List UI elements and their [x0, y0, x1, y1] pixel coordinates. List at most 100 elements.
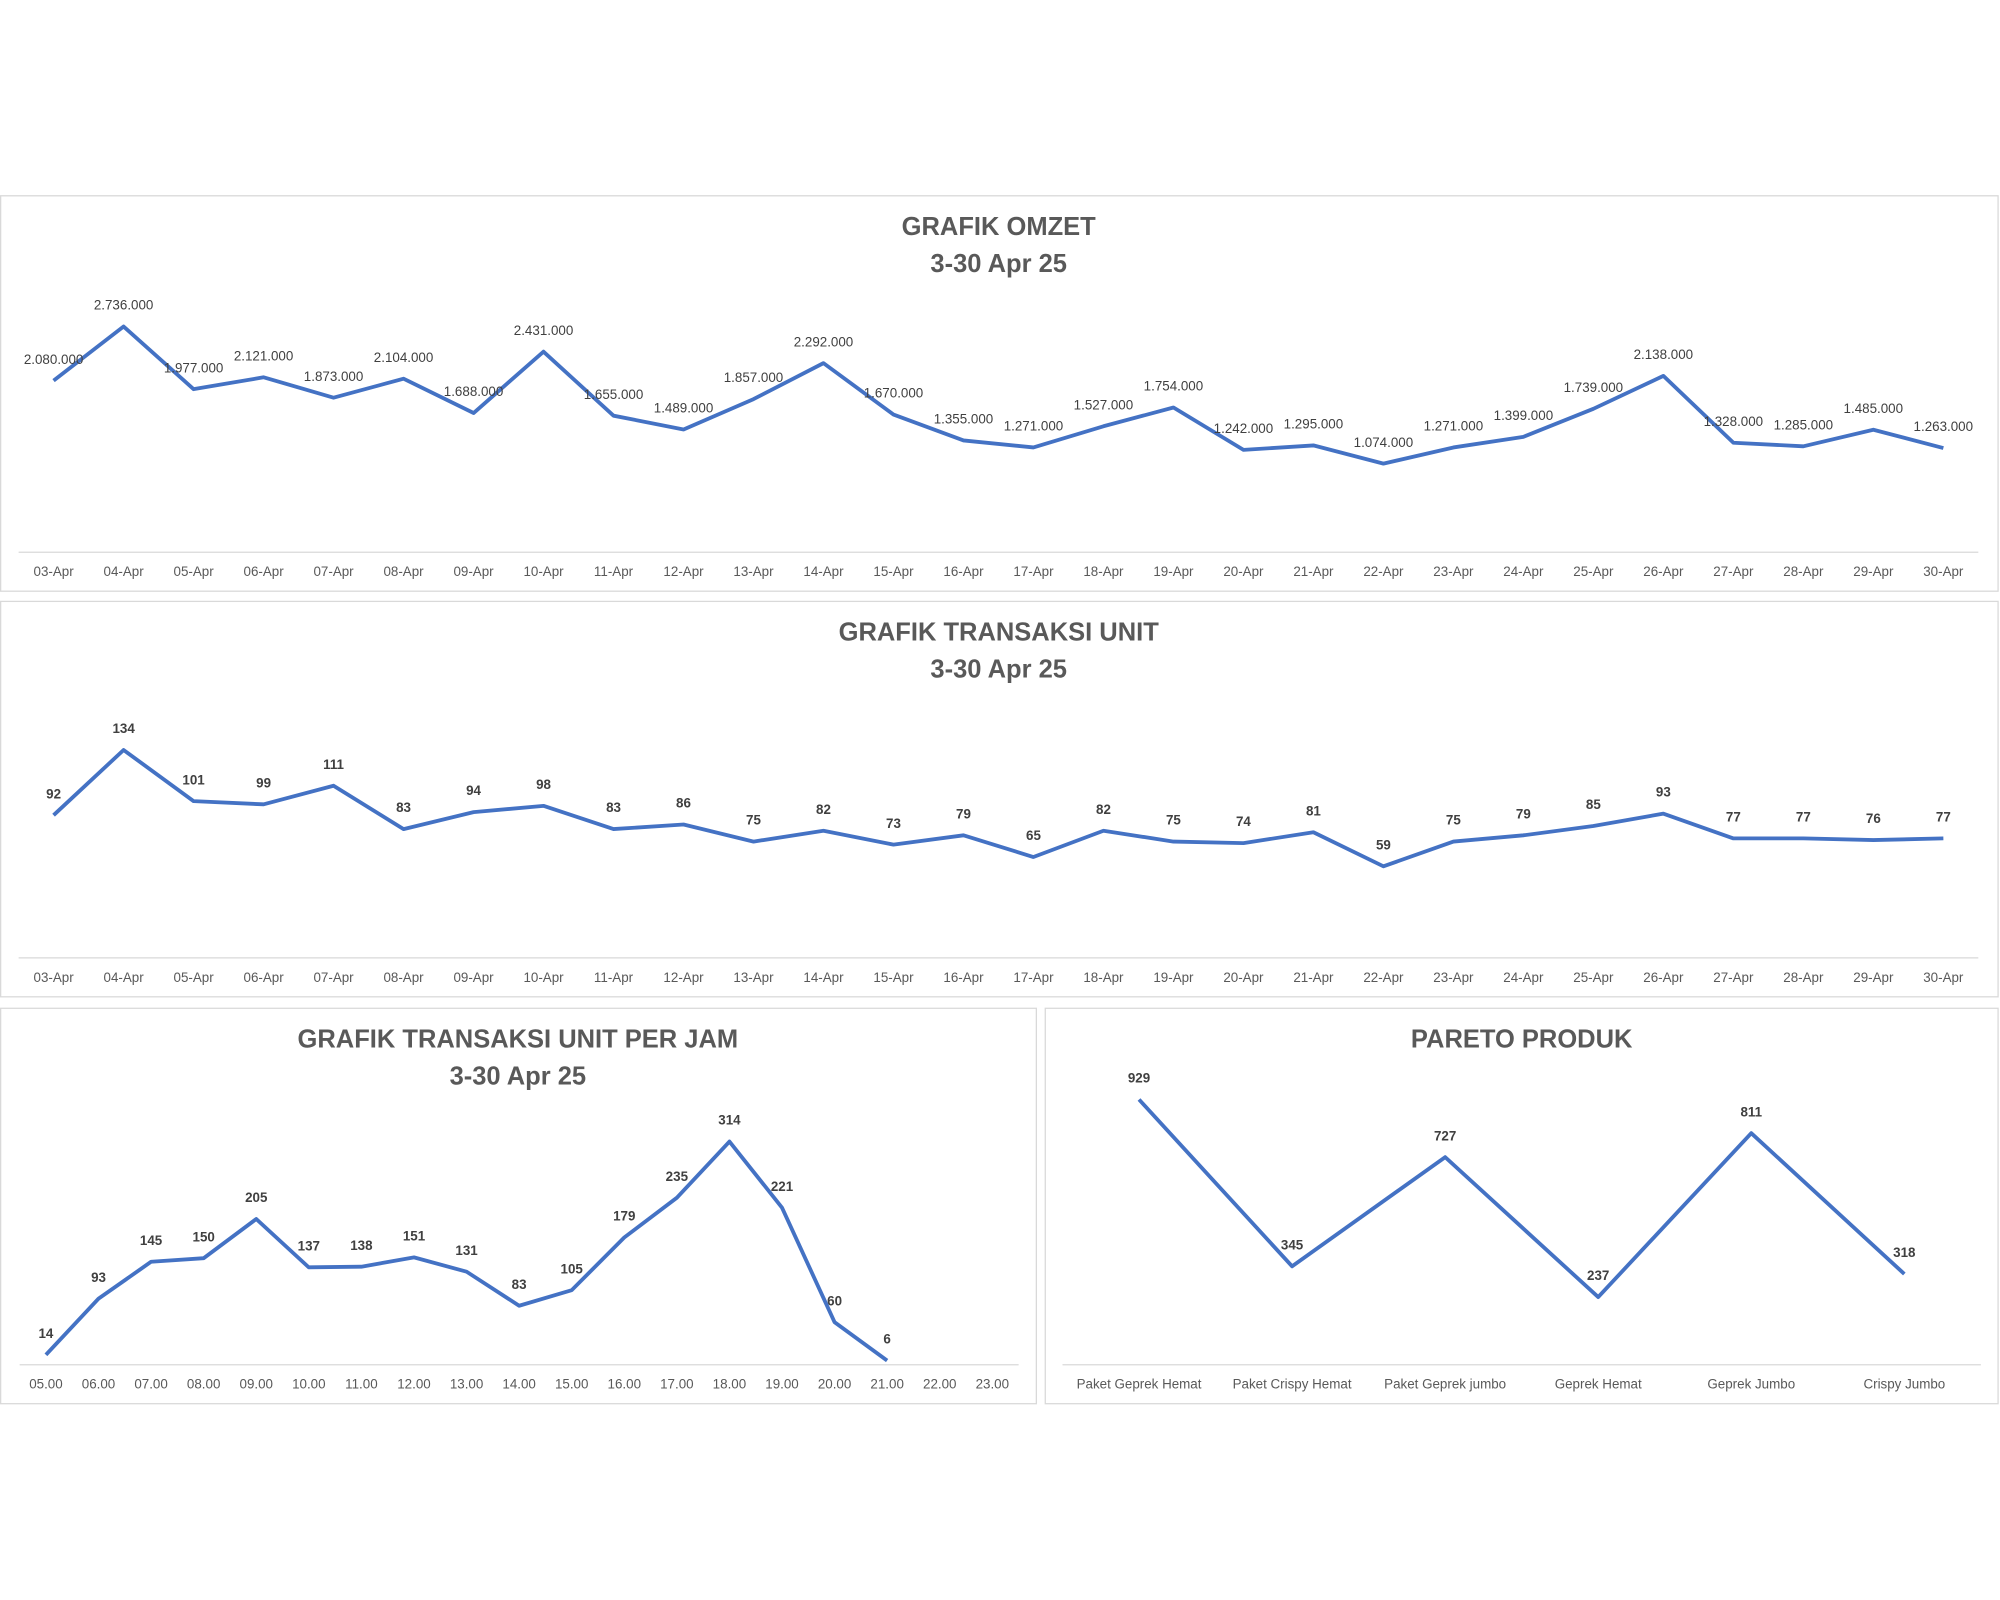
x-tick-label: 30-Apr — [1923, 564, 1964, 579]
chart-panel — [1044, 1007, 1999, 1405]
data-label: 111 — [323, 757, 344, 772]
x-tick-label: 05.00 — [29, 1377, 62, 1392]
data-label: 150 — [193, 1229, 215, 1244]
x-tick-label: 08-Apr — [383, 970, 424, 985]
chart-panel — [0, 195, 1999, 592]
data-label: 83 — [396, 800, 411, 815]
data-label: 2.736.000 — [94, 298, 154, 313]
data-label: 93 — [91, 1270, 106, 1285]
x-tick-label: 23-Apr — [1433, 970, 1474, 985]
x-tick-label: 20.00 — [818, 1377, 851, 1392]
data-label: 75 — [746, 813, 761, 828]
x-tick-label: 21-Apr — [1293, 564, 1334, 579]
x-tick-label: 24-Apr — [1503, 564, 1544, 579]
data-label: 1.688.000 — [444, 384, 504, 399]
x-tick-label: 13-Apr — [733, 970, 774, 985]
data-label: 1.242.000 — [1214, 421, 1274, 436]
x-tick-label: 28-Apr — [1783, 970, 1824, 985]
x-tick-label: 15-Apr — [873, 970, 914, 985]
data-label: 1.485.000 — [1844, 401, 1904, 416]
data-label: 145 — [140, 1233, 163, 1248]
x-tick-label: 09.00 — [240, 1377, 273, 1392]
x-tick-label: 11-Apr — [594, 970, 634, 985]
x-tick-label: 26-Apr — [1643, 970, 1684, 985]
x-tick-label: 18.00 — [713, 1377, 746, 1392]
x-tick-label: 19-Apr — [1153, 564, 1194, 579]
data-label: 1.263.000 — [1914, 419, 1974, 434]
data-label: 1.399.000 — [1494, 408, 1554, 423]
data-label: 2.431.000 — [514, 323, 574, 338]
data-label: 138 — [350, 1238, 373, 1253]
data-label: 929 — [1128, 1071, 1150, 1086]
x-tick-label: 16-Apr — [943, 564, 984, 579]
x-tick-label: 12-Apr — [663, 970, 704, 985]
x-tick-label: 17.00 — [660, 1377, 693, 1392]
data-label: 94 — [466, 783, 481, 798]
data-label: 83 — [512, 1277, 527, 1292]
x-tick-label: 15.00 — [555, 1377, 588, 1392]
data-label: 205 — [245, 1190, 268, 1205]
data-label: 2.080.000 — [24, 352, 84, 367]
x-tick-label: 29-Apr — [1853, 970, 1894, 985]
data-label: 83 — [606, 800, 621, 815]
data-label: 2.104.000 — [374, 350, 434, 365]
x-tick-label: 05-Apr — [174, 564, 215, 579]
x-tick-label: 26-Apr — [1643, 564, 1684, 579]
x-tick-label: 07-Apr — [313, 564, 354, 579]
data-label: 1.670.000 — [864, 386, 924, 401]
data-label: 2.121.000 — [234, 348, 294, 363]
x-tick-label: 22-Apr — [1363, 564, 1404, 579]
data-label: 1.074.000 — [1354, 435, 1414, 450]
data-label: 137 — [298, 1239, 320, 1254]
data-label: 1.527.000 — [1074, 397, 1134, 412]
x-tick-label: 11-Apr — [594, 564, 634, 579]
x-tick-label: 06.00 — [82, 1377, 115, 1392]
data-label: 6 — [883, 1332, 890, 1347]
x-tick-label: 10-Apr — [523, 564, 564, 579]
data-label: 2.292.000 — [794, 334, 854, 349]
data-label: 75 — [1166, 813, 1181, 828]
x-tick-label: 27-Apr — [1713, 564, 1754, 579]
data-label: 318 — [1893, 1245, 1916, 1260]
x-tick-label: 06-Apr — [244, 564, 285, 579]
data-label: 77 — [1796, 810, 1811, 825]
data-label: 82 — [816, 802, 831, 817]
x-tick-label: 18-Apr — [1083, 564, 1124, 579]
data-label: 81 — [1306, 803, 1321, 818]
x-tick-label: 04-Apr — [104, 564, 145, 579]
chart-panel — [0, 1007, 1037, 1405]
x-tick-label: Geprek Hemat — [1555, 1377, 1642, 1392]
x-tick-label: Crispy Jumbo — [1863, 1377, 1945, 1392]
data-label: 1.355.000 — [934, 412, 994, 427]
data-label: 1.977.000 — [164, 360, 224, 375]
chart-title: GRAFIK OMZET — [902, 213, 1096, 241]
chart-title: PARETO PRODUK — [1411, 1026, 1633, 1054]
x-tick-label: 20-Apr — [1223, 564, 1264, 579]
x-tick-label: 06-Apr — [244, 970, 285, 985]
x-tick-label: 11.00 — [345, 1377, 377, 1392]
data-label: 101 — [182, 772, 205, 787]
data-label: 1.285.000 — [1774, 417, 1834, 432]
data-label: 727 — [1434, 1128, 1456, 1143]
x-tick-label: 17-Apr — [1013, 564, 1054, 579]
x-tick-label: 20-Apr — [1223, 970, 1264, 985]
data-label: 60 — [827, 1293, 842, 1308]
x-tick-label: 08-Apr — [383, 564, 424, 579]
x-tick-label: 17-Apr — [1013, 970, 1054, 985]
data-label: 85 — [1586, 797, 1601, 812]
x-tick-label: Geprek Jumbo — [1707, 1377, 1795, 1392]
x-tick-label: 10.00 — [292, 1377, 325, 1392]
x-tick-label: 23-Apr — [1433, 564, 1474, 579]
data-label: 93 — [1656, 785, 1671, 800]
data-label: 76 — [1866, 811, 1881, 826]
x-tick-label: 14-Apr — [803, 564, 844, 579]
data-line — [44, 1139, 889, 1363]
data-line — [52, 748, 1944, 869]
x-tick-label: 19.00 — [765, 1377, 798, 1392]
data-label: 59 — [1376, 837, 1391, 852]
x-tick-label: 23.00 — [976, 1377, 1009, 1392]
x-tick-label: 25-Apr — [1573, 564, 1614, 579]
data-label: 2.138.000 — [1634, 347, 1694, 362]
chart-title: GRAFIK TRANSAKSI UNIT — [839, 619, 1160, 647]
